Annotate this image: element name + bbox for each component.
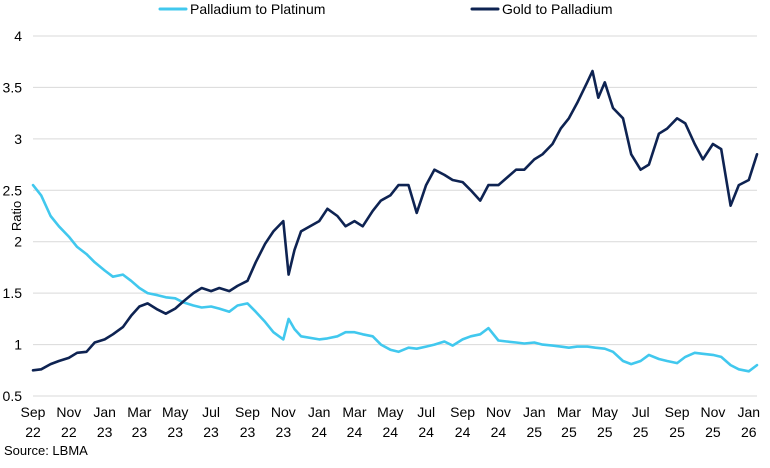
x-tick-month: Mar — [127, 404, 151, 420]
x-tick-month: Nov — [700, 404, 725, 420]
x-tick-year: 24 — [383, 424, 399, 440]
x-tick-month: May — [162, 404, 188, 420]
y-axis-title: Ratio — [9, 201, 24, 231]
x-tick-year: 23 — [240, 424, 256, 440]
x-tick-year: 23 — [167, 424, 183, 440]
chart-legend: Palladium to Platinum Gold to Palladium — [158, 1, 613, 17]
x-tick-year: 23 — [132, 424, 148, 440]
x-tick-month: Mar — [557, 404, 581, 420]
legend-label-1: Gold to Palladium — [502, 1, 613, 17]
x-tick-year: 25 — [705, 424, 721, 440]
x-tick-month: Jan — [93, 404, 116, 420]
series-line-1 — [31, 69, 759, 372]
x-tick-month: Nov — [56, 404, 81, 420]
x-tick-year: 24 — [311, 424, 327, 440]
x-tick-year: 22 — [61, 424, 77, 440]
series-lines — [31, 69, 759, 373]
y-tick-label: 3 — [14, 131, 22, 147]
x-tick-year: 24 — [455, 424, 471, 440]
x-tick-year: 25 — [669, 424, 685, 440]
y-tick-label: 1.5 — [3, 285, 23, 301]
y-tick-label: 1 — [14, 337, 22, 353]
x-tick-year: 24 — [347, 424, 363, 440]
x-tick-month: Sep — [665, 404, 690, 420]
x-tick-month: Sep — [235, 404, 260, 420]
x-tick-month: May — [592, 404, 618, 420]
y-tick-label: 3.5 — [3, 79, 23, 95]
x-tick-year: 25 — [633, 424, 649, 440]
x-tick-month: Jul — [632, 404, 650, 420]
x-tick-year: 23 — [203, 424, 219, 440]
x-tick-month: Jan — [737, 404, 760, 420]
x-tick-year: 24 — [491, 424, 507, 440]
x-tick-year: 24 — [418, 424, 434, 440]
legend-label-0: Palladium to Platinum — [190, 1, 325, 17]
x-tick-month: May — [377, 404, 403, 420]
source-note: Source: LBMA — [4, 443, 88, 458]
y-tick-label: 0.5 — [3, 388, 23, 404]
x-tick-month: Jul — [202, 404, 220, 420]
x-tick-year: 23 — [276, 424, 292, 440]
y-tick-label: 4 — [14, 28, 22, 44]
x-axis-ticks: Sep 22 Nov 22 Jan 23 Mar 23 May 23 Jul 23 Sep 23 Nov 23… — [21, 404, 761, 440]
x-tick-year: 25 — [526, 424, 542, 440]
x-tick-month: Mar — [342, 404, 366, 420]
x-tick-month: Jan — [308, 404, 331, 420]
x-tick-year: 25 — [561, 424, 577, 440]
x-tick-month: Sep — [21, 404, 46, 420]
series-line-0 — [31, 183, 759, 373]
y-axis-ticks: 0.5 1 1.5 2 2.5 3 3.5 4 — [3, 28, 23, 404]
grid-lines — [33, 35, 757, 397]
x-tick-month: Jan — [523, 404, 546, 420]
x-tick-year: 26 — [741, 424, 757, 440]
x-tick-year: 22 — [25, 424, 41, 440]
x-tick-month: Jul — [417, 404, 435, 420]
x-tick-month: Sep — [450, 404, 475, 420]
y-tick-label: 2.5 — [3, 182, 23, 198]
x-tick-year: 23 — [97, 424, 113, 440]
x-tick-year: 25 — [597, 424, 613, 440]
x-tick-month: Nov — [271, 404, 296, 420]
x-tick-month: Nov — [486, 404, 511, 420]
y-tick-label: 2 — [14, 234, 22, 250]
